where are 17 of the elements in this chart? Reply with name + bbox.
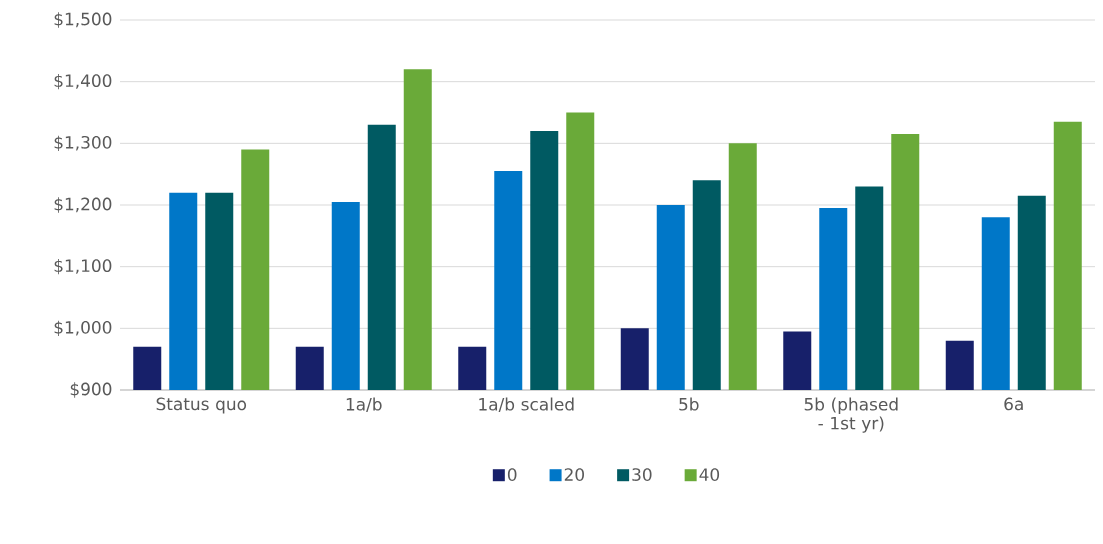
y-tick-label: $1,000 <box>54 320 112 337</box>
legend-label: 20 <box>564 468 584 481</box>
legend-label: 40 <box>699 468 720 481</box>
y-tick-label: $1,400 <box>54 73 112 90</box>
y-tick-label: $1,100 <box>54 258 112 275</box>
x-tick-label: 6a <box>1004 397 1023 411</box>
y-tick-label: $1,200 <box>54 197 112 213</box>
x-tick-label: 5b (phased - 1st yr) <box>804 397 898 433</box>
x-tick-label: 1a/b <box>346 397 382 412</box>
x-tick-label: Status quo <box>156 397 247 414</box>
x-tick-label: 5b <box>679 397 699 411</box>
y-tick-label: $900 <box>70 382 112 398</box>
y-tick-label: $1,500 <box>54 12 112 28</box>
x-tick-label: 1a/b scaled <box>479 397 574 412</box>
legend-label: 30 <box>632 468 652 481</box>
legend-label: 0 <box>507 468 517 481</box>
y-tick-label: $1,300 <box>54 135 112 152</box>
